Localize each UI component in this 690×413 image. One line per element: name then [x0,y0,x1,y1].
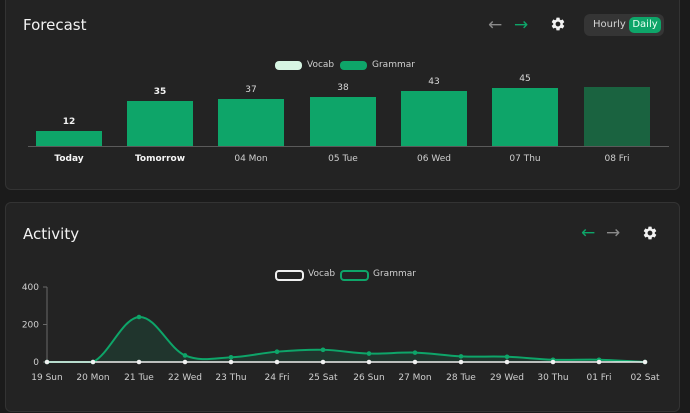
vocab-data-point [550,359,556,365]
forecast-bar-value-label: 12 [62,116,76,127]
x-tick-label: 01 Fri [586,373,611,383]
vocab-data-point [274,359,280,365]
forecast-category-label: 07 Thu [509,154,541,164]
activity-card: Activity ← → Vocab Grammar 400 200 0 19 Sun… [5,202,680,412]
vocab-data-point [136,359,142,365]
forecast-bar[interactable] [36,130,102,146]
forecast-bar[interactable] [584,87,650,146]
grammar-data-point [320,347,326,353]
grammar-data-point [182,353,188,358]
settings-gear-icon[interactable] [550,16,566,32]
x-tick-label: 29 Wed [490,373,524,383]
x-tick-label: 25 Sat [308,373,338,383]
previous-arrow-icon[interactable]: ← [581,223,596,243]
grammar-data-point [366,351,372,356]
vocab-data-point [90,359,96,365]
y-tick-label: 0 [33,358,39,368]
activity-title: Activity [23,225,80,243]
forecast-bar-value-label: 38 [337,83,349,94]
grammar-swatch[interactable] [340,270,369,281]
forecast-card: Forecast ← → Hourly Daily Vocab Grammar … [5,0,680,190]
x-tick-label: 21 Tue [124,373,154,383]
x-tick-label: 30 Thu [537,373,568,383]
forecast-category-label: 04 Mon [234,154,268,164]
grammar-data-point [136,314,142,320]
forecast-category-label: Tomorrow [134,154,186,164]
forecast-x-axis [28,146,669,147]
vocab-legend-label[interactable]: Vocab [308,269,336,279]
forecast-title: Forecast [23,16,87,34]
grammar-legend-label[interactable]: Grammar [372,60,415,70]
grammar-legend-label[interactable]: Grammar [373,269,416,279]
forecast-category-label: 08 Fri [604,154,630,164]
y-tick-label: 200 [22,321,39,331]
x-tick-label: 22 Wed [168,373,202,383]
forecast-bar[interactable] [127,101,193,146]
grammar-data-point [412,350,418,355]
forecast-bar-value-label: 37 [245,84,257,95]
grammar-data-point [228,355,234,360]
vocab-data-point [320,359,326,365]
x-tick-label: 23 Thu [215,373,246,383]
forecast-bar[interactable] [401,90,467,146]
forecast-bar[interactable] [218,98,284,146]
x-tick-label: 28 Tue [446,373,476,383]
forecast-category-label: Today [54,154,84,164]
vocab-data-point [182,359,188,365]
activity-line-chart: 400 200 0 19 Sun 20 Mon 21 Tue 22 Wed 23 Thu 24 … [22,283,660,383]
forecast-category-label: 05 Tue [328,154,358,164]
vocab-legend-label[interactable]: Vocab [307,60,335,70]
forecast-bar-value-label: 35 [153,87,167,98]
vocab-data-point [412,359,418,365]
forecast-category-label: 06 Wed [417,154,451,164]
vocab-data-point [228,359,234,365]
vocab-data-point [44,359,50,365]
x-tick-label: 02 Sat [630,373,660,383]
x-tick-label: 27 Mon [398,373,431,383]
forecast-bar[interactable] [492,88,558,146]
vocab-data-point [458,359,464,365]
x-tick-label: 19 Sun [31,373,62,383]
x-tick-label: 26 Sun [353,373,384,383]
y-tick-label: 400 [22,283,39,293]
vocab-data-point [596,359,602,365]
forecast-bar-value-label: 43 [428,76,440,87]
forecast-bar-value-label: 45 [519,74,531,85]
vocab-data-point [366,359,372,365]
grammar-data-point [274,349,280,354]
vocab-swatch[interactable] [275,270,304,281]
x-tick-label: 20 Mon [76,373,109,383]
grammar-swatch[interactable] [340,61,367,70]
vocab-data-point [642,359,648,365]
daily-option[interactable]: Daily [629,17,661,33]
next-arrow-icon[interactable]: → [514,15,529,35]
hourly-option[interactable]: Hourly [593,19,626,30]
previous-arrow-icon[interactable]: ← [488,15,503,35]
hourly-daily-toggle: Hourly Daily [584,14,664,36]
grammar-data-point [504,354,510,360]
vocab-swatch[interactable] [275,61,302,70]
vocab-data-point [504,359,510,365]
grammar-area-fill [47,316,645,362]
forecast-bar[interactable] [310,97,376,146]
settings-gear-icon[interactable] [642,225,658,241]
grammar-data-point [458,354,464,359]
x-tick-label: 24 Fri [264,373,289,383]
next-arrow-icon[interactable]: → [606,223,621,243]
